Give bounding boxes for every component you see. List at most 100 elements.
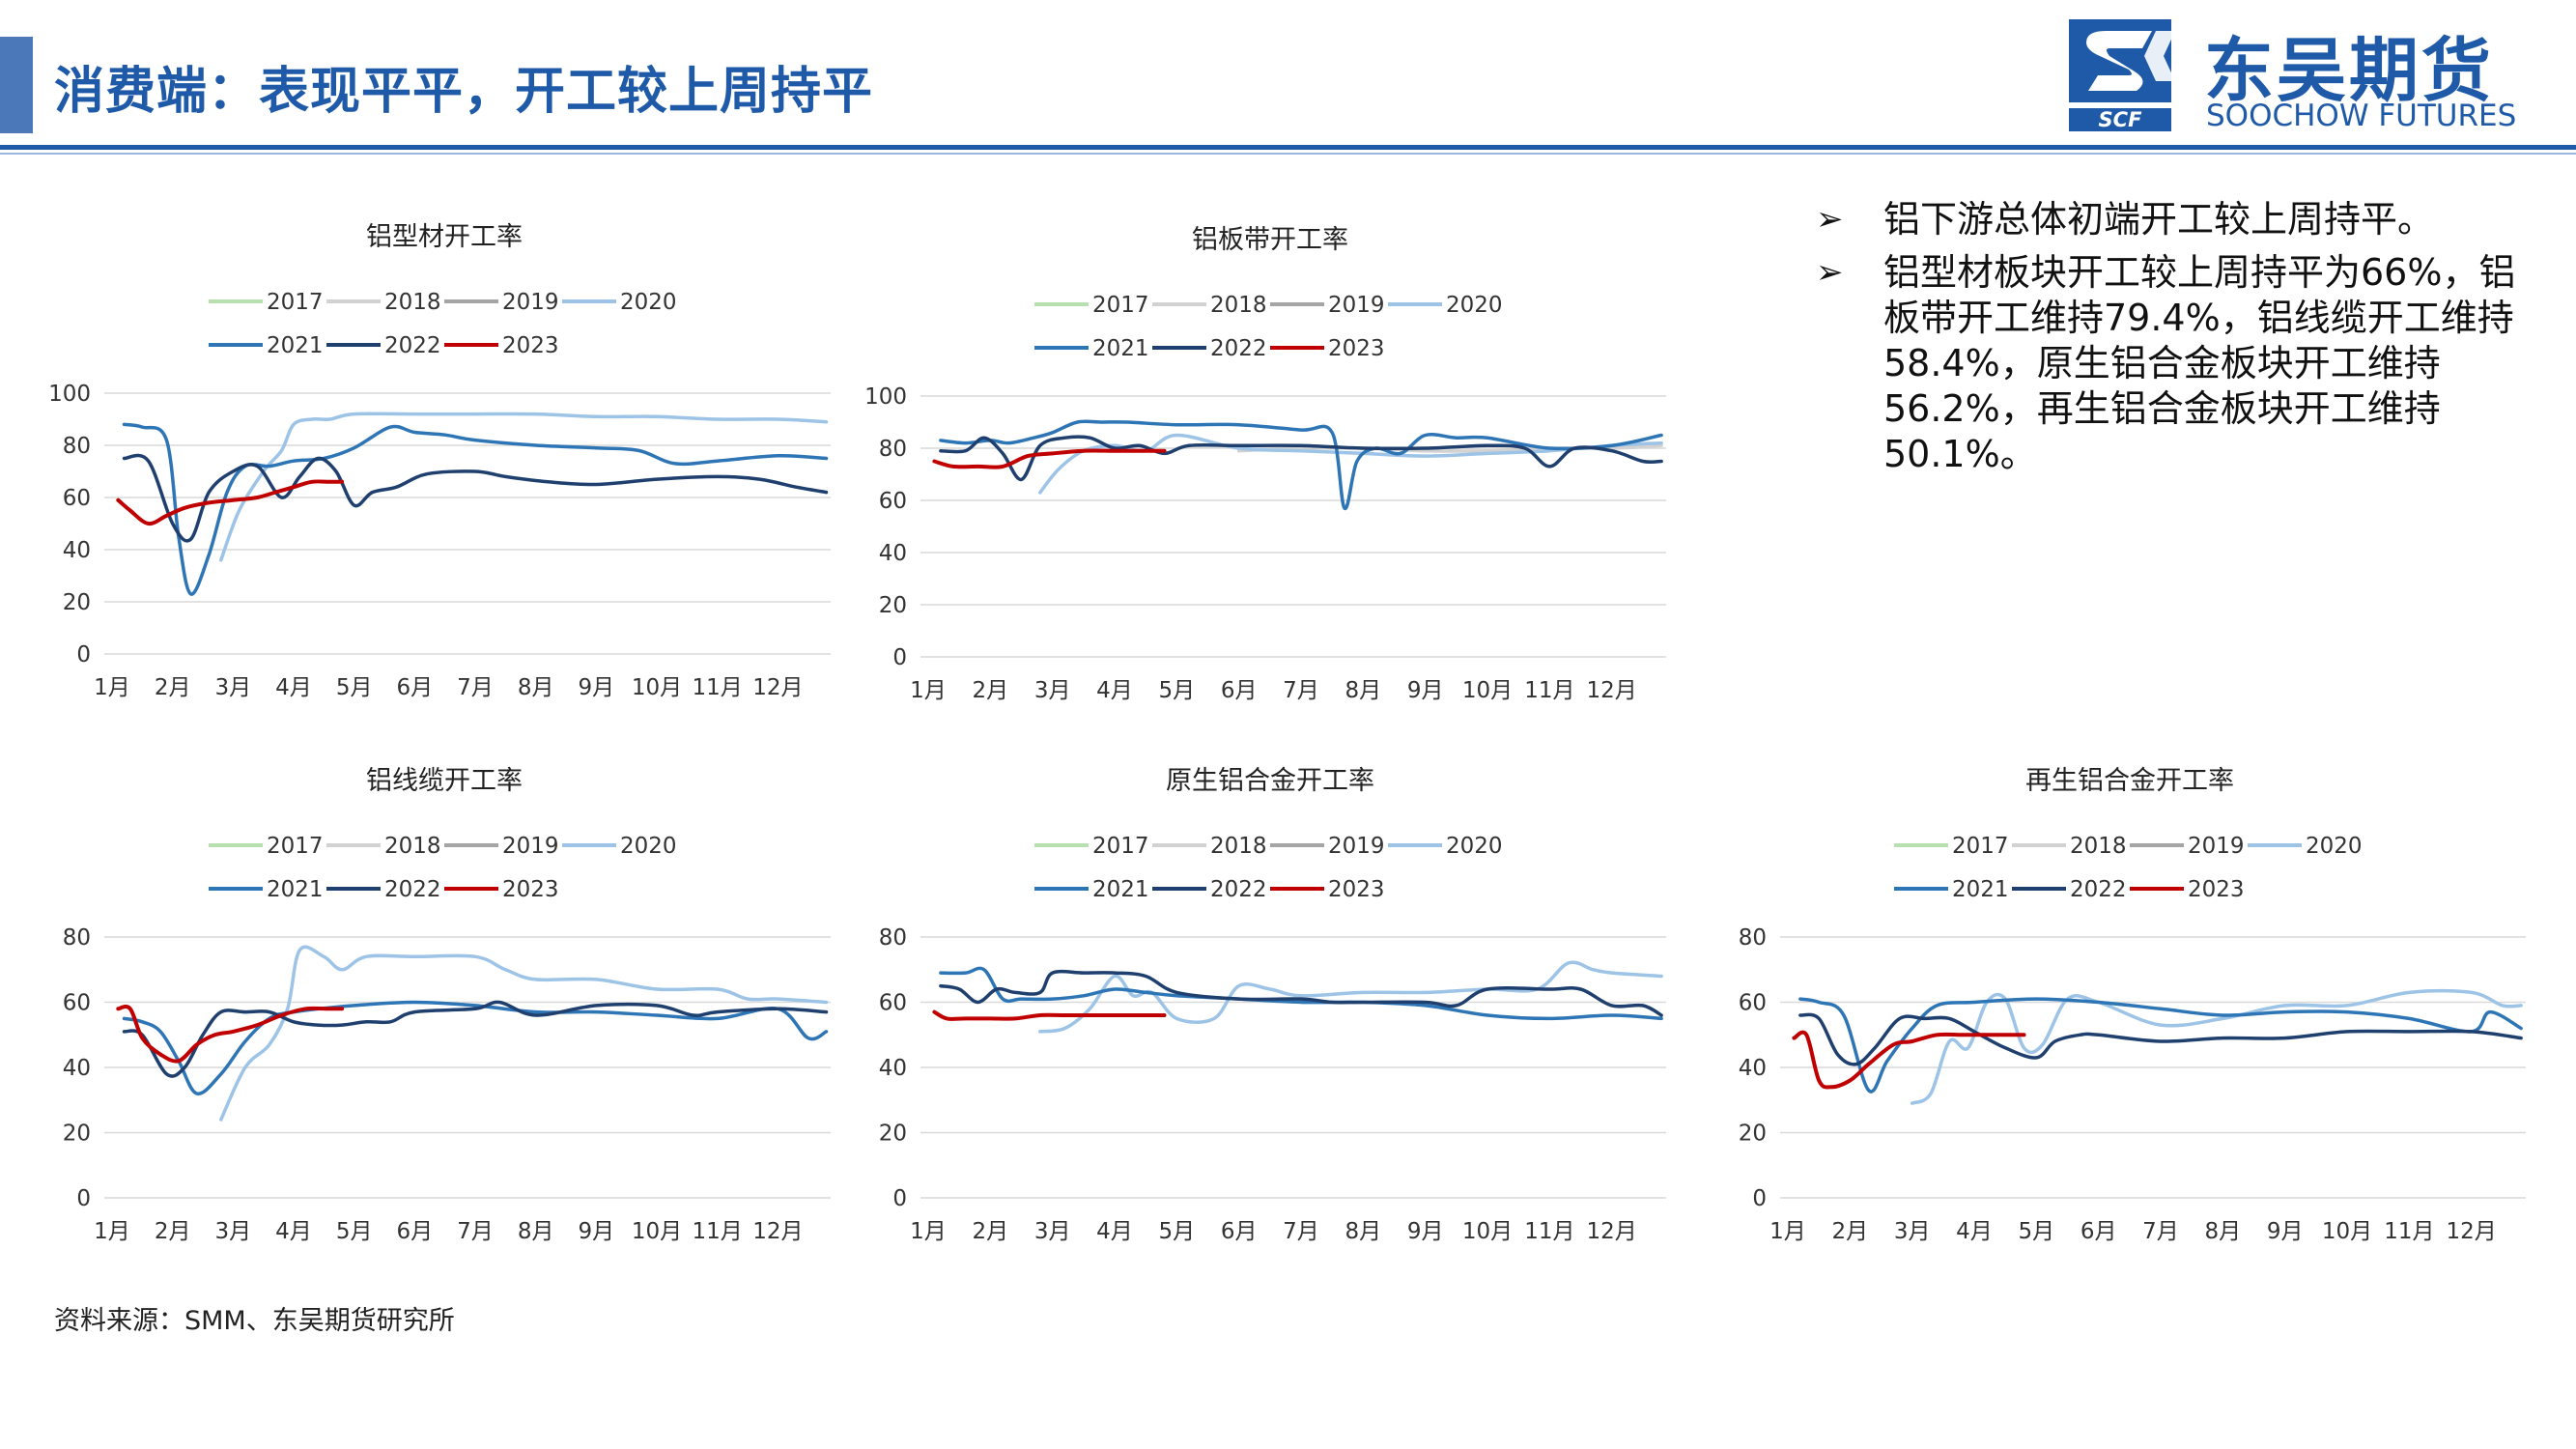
legend-label-2023: 2023 (1328, 877, 1385, 902)
x-tick-label: 5月 (2019, 1219, 2055, 1244)
legend-label-2019: 2019 (2188, 834, 2245, 859)
header-accent-bar (0, 37, 33, 133)
series-line-2022 (939, 969, 1663, 1017)
arrow-bullet-icon: ➢ (1816, 200, 1844, 239)
x-tick-label: 12月 (1587, 678, 1637, 703)
series-line-2021 (939, 419, 1663, 510)
x-tick-label: 3月 (1034, 678, 1071, 703)
x-tick-label: 4月 (275, 675, 312, 700)
x-tick-label: 11月 (1524, 678, 1574, 703)
chart-title: 铝线缆开工率 (366, 766, 523, 796)
y-tick-label: 80 (879, 925, 907, 951)
x-tick-label: 3月 (1894, 1219, 1931, 1244)
y-tick-label: 20 (63, 590, 91, 615)
y-tick-label: 100 (864, 384, 907, 410)
x-tick-label: 8月 (518, 675, 554, 700)
series-line-2021 (122, 422, 829, 596)
x-tick-label: 10月 (632, 1219, 682, 1244)
x-tick-label: 12月 (1587, 1219, 1637, 1244)
x-tick-label: 2月 (155, 1219, 191, 1244)
x-tick-label: 8月 (518, 1219, 554, 1244)
chart-primary-alloy: 原生铝合金开工率 2017 2018 2019 2020 2021 2022 2023 0 20 4… (845, 749, 1695, 1270)
x-tick-label: 6月 (1221, 1219, 1258, 1244)
legend-label-2019: 2019 (1328, 834, 1385, 859)
series-line-2021 (939, 966, 1663, 1021)
x-tick-label: 10月 (2322, 1219, 2372, 1244)
x-tick-label: 9月 (1407, 1219, 1444, 1244)
series-line-2020 (1038, 960, 1663, 1034)
chart-aluminum-sheet: 铝板带开工率 2017 2018 2019 2020 2021 2022 2023 0 20 40 6… (845, 208, 1695, 729)
x-tick-label: 10月 (1462, 1219, 1513, 1244)
x-tick-label: 4月 (1096, 1219, 1133, 1244)
x-tick-label: 11月 (2384, 1219, 2434, 1244)
y-tick-label: 60 (63, 486, 91, 511)
x-tick-label: 3月 (215, 1219, 252, 1244)
chart-title: 铝型材开工率 (366, 222, 523, 252)
y-tick-label: 60 (63, 991, 91, 1016)
legend-label-2020: 2020 (620, 834, 677, 859)
series-line-2023 (116, 1005, 345, 1064)
series-line-2020 (219, 412, 829, 562)
x-tick-label: 7月 (1283, 1219, 1319, 1244)
legend-label-2018: 2018 (384, 834, 441, 859)
x-tick-label: 1月 (94, 1219, 130, 1244)
y-tick-label: 60 (1739, 991, 1767, 1016)
legend-label-2021: 2021 (1092, 877, 1149, 902)
logo-english-name: SOOCHOW FUTURES (2206, 99, 2517, 133)
x-tick-label: 12月 (752, 675, 803, 700)
y-tick-label: 0 (1752, 1186, 1767, 1211)
y-tick-label: 80 (1739, 925, 1767, 951)
chart-title: 再生铝合金开工率 (2025, 766, 2234, 796)
y-tick-label: 0 (76, 1186, 91, 1211)
x-tick-label: 11月 (693, 1219, 743, 1244)
legend-label-2019: 2019 (502, 290, 559, 315)
y-tick-label: 20 (879, 593, 907, 618)
x-tick-label: 9月 (579, 1219, 615, 1244)
legend-label-2022: 2022 (1210, 336, 1267, 361)
x-tick-label: 10月 (632, 675, 682, 700)
legend-label-2022: 2022 (2070, 877, 2127, 902)
legend-label-2018: 2018 (384, 290, 441, 315)
series-line-2023 (932, 1009, 1167, 1021)
legend-label-2018: 2018 (2070, 834, 2127, 859)
y-tick-label: 100 (48, 382, 91, 407)
x-tick-label: 12月 (2447, 1219, 2497, 1244)
x-tick-label: 5月 (336, 675, 373, 700)
chart-recycled-alloy-svg: 再生铝合金开工率 2017 2018 2019 2020 2021 2022 2023 0 20 4… (1739, 766, 2526, 1244)
legend-label-2023: 2023 (1328, 336, 1385, 361)
company-logo: SCF 东吴期货 SOOCHOW FUTURES (2067, 14, 2560, 135)
x-tick-label: 4月 (1096, 678, 1133, 703)
legend-label-2022: 2022 (1210, 877, 1267, 902)
x-tick-label: 6月 (1221, 678, 1258, 703)
x-tick-label: 11月 (693, 675, 743, 700)
y-tick-label: 80 (63, 925, 91, 951)
legend-label-2018: 2018 (1210, 834, 1267, 859)
x-tick-label: 9月 (2267, 1219, 2304, 1244)
series-line-2023 (1792, 1030, 2026, 1090)
legend-label-2020: 2020 (2306, 834, 2363, 859)
legend-label-2023: 2023 (502, 877, 559, 902)
series-line-2021 (122, 1000, 829, 1095)
legend-label-2017: 2017 (1092, 293, 1149, 318)
page-title: 消费端：表现平平，开工较上周持平 (54, 63, 874, 121)
x-tick-label: 7月 (1283, 678, 1319, 703)
chart-aluminum-profile-svg: 铝型材开工率 2017 2018 2019 2020 2021 2022 2023 0 20 40 6… (48, 222, 831, 700)
x-tick-label: 4月 (1956, 1219, 1993, 1244)
x-tick-label: 4月 (275, 1219, 312, 1244)
x-tick-label: 5月 (1159, 678, 1196, 703)
chart-title: 铝板带开工率 (1192, 225, 1348, 255)
legend-label-2020: 2020 (620, 290, 677, 315)
legend-label-2019: 2019 (1328, 293, 1385, 318)
summary-bullets: ➢ 铝下游总体初端开工较上周持平。 ➢ 铝型材板块开工较上周持平为66%，铝板带… (1814, 197, 2529, 485)
source-note: 资料来源：SMM、东吴期货研究所 (54, 1306, 455, 1336)
x-tick-label: 8月 (2205, 1219, 2242, 1244)
chart-aluminum-sheet-svg: 铝板带开工率 2017 2018 2019 2020 2021 2022 2023 0 20 40 6… (864, 225, 1666, 703)
legend-label-2022: 2022 (384, 333, 441, 358)
x-tick-label: 5月 (336, 1219, 373, 1244)
x-tick-label: 5月 (1159, 1219, 1196, 1244)
legend-label-2023: 2023 (502, 333, 559, 358)
y-tick-label: 60 (879, 991, 907, 1016)
y-tick-label: 40 (1739, 1056, 1767, 1081)
x-tick-label: 2月 (973, 678, 1009, 703)
x-tick-label: 2月 (973, 1219, 1009, 1244)
